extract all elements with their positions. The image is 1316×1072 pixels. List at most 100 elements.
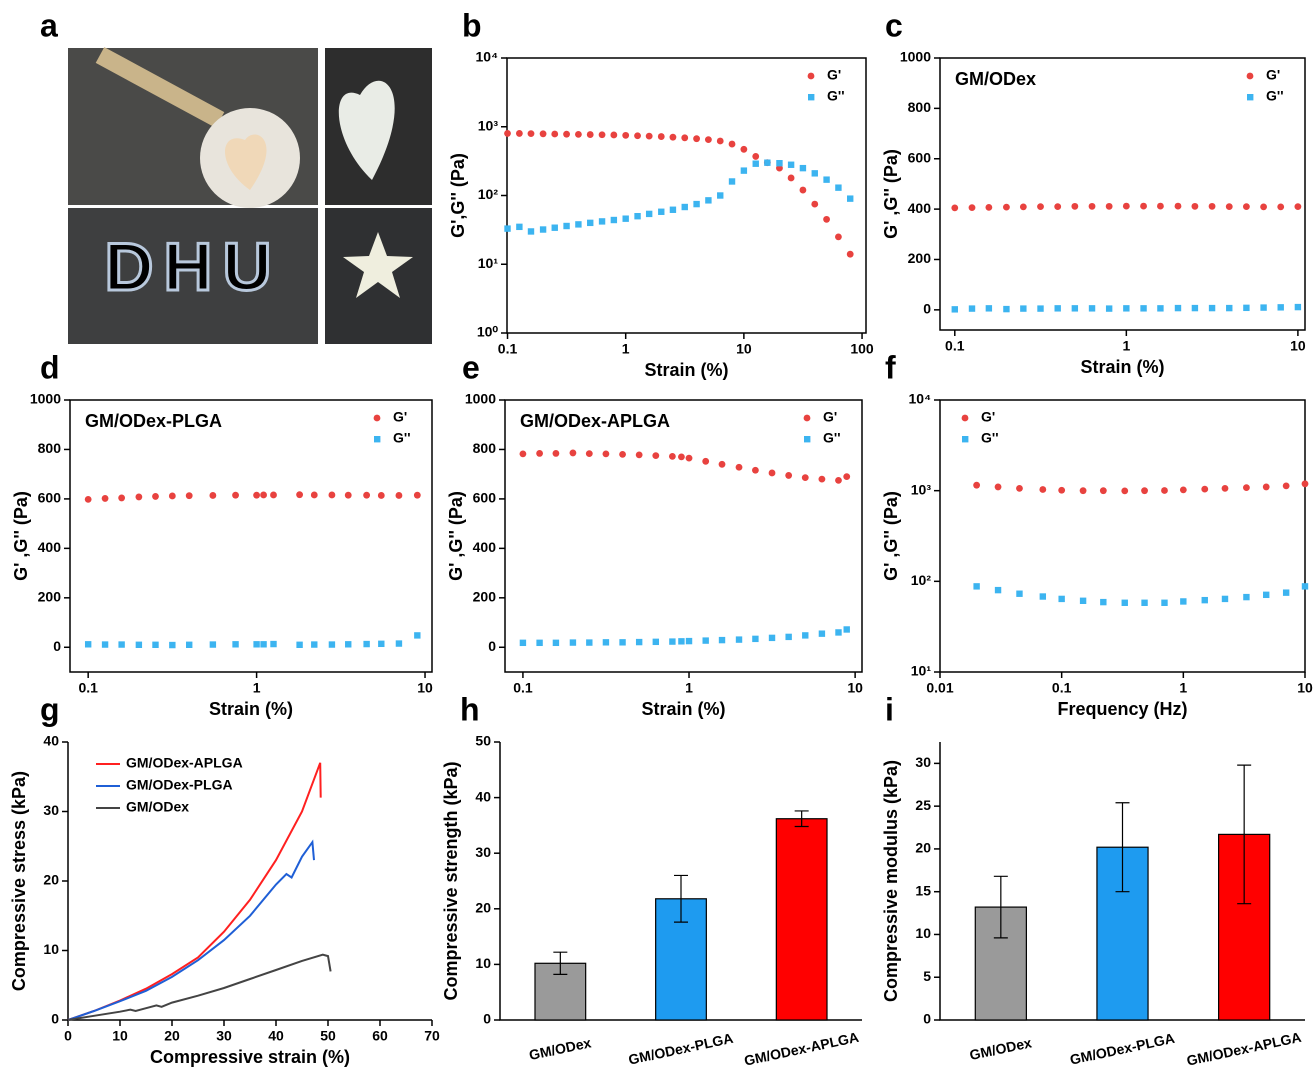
point [685, 454, 693, 462]
point [1243, 593, 1250, 601]
x-tick-label: 70 [424, 1028, 440, 1044]
y-tick-label: 10 [43, 941, 59, 957]
point [1301, 583, 1309, 590]
point [1243, 304, 1250, 312]
point [785, 472, 793, 479]
point [1180, 598, 1187, 605]
y-tick-label: 400 [473, 539, 497, 555]
point [270, 640, 277, 648]
y-tick-label: 40 [475, 788, 491, 804]
panel-label: i [885, 691, 894, 727]
point [1088, 202, 1096, 210]
point [311, 641, 318, 648]
y-tick-label: 15 [915, 882, 931, 898]
point [752, 160, 759, 167]
point [378, 640, 385, 648]
line [67, 839, 315, 1021]
legend-label: G' [827, 67, 841, 83]
point [685, 637, 693, 645]
point [152, 493, 159, 500]
y-tick-label: 800 [908, 99, 932, 115]
y-tick-label: 0 [53, 638, 61, 654]
point [118, 641, 125, 648]
panel-label: g [40, 691, 60, 727]
point [776, 164, 783, 172]
y-axis-title: Compressive strength (kPa) [441, 761, 461, 1000]
y-tick-label: 600 [473, 490, 497, 506]
heart-mold [225, 134, 267, 190]
point [846, 250, 854, 258]
point [1260, 304, 1267, 311]
point [973, 583, 980, 590]
point [363, 640, 370, 648]
chart-panel: h 0 10 20 30 40 50 Compressive strength (kPa) GM… [441, 691, 862, 1069]
point [209, 641, 217, 648]
point [168, 492, 176, 500]
point [1105, 305, 1113, 312]
y-axis-title: G' ,G'' (Pa) [446, 491, 466, 581]
y-tick-label: 10³ [478, 117, 499, 133]
point [552, 450, 560, 457]
point [1277, 203, 1285, 211]
point [1191, 202, 1199, 210]
point [634, 212, 641, 220]
y-tick-label: 20 [43, 872, 59, 888]
point [968, 204, 976, 212]
point [768, 634, 776, 642]
y-tick-label: 1000 [465, 391, 496, 407]
point [413, 491, 421, 499]
error-bar [674, 874, 688, 923]
star-gel [343, 232, 413, 298]
plot-frame [939, 399, 1306, 673]
point [818, 630, 826, 637]
y-tick-label: 10¹ [911, 663, 932, 679]
point [84, 641, 92, 648]
point [985, 305, 993, 312]
legend-label: G'' [981, 430, 999, 446]
x-tick-label: GM/ODex [528, 1034, 593, 1063]
x-tick-label: 10 [417, 680, 433, 696]
point [1088, 305, 1096, 312]
point [634, 132, 641, 140]
point [101, 641, 109, 648]
x-tick-label: 0.01 [926, 680, 953, 696]
point [1243, 484, 1250, 492]
point [619, 639, 626, 646]
x-tick-label: 60 [372, 1028, 388, 1044]
panel-label: b [462, 7, 482, 43]
x-tick-label: 10 [736, 341, 752, 357]
point [705, 197, 712, 204]
point [598, 218, 606, 225]
heart-gel [338, 80, 395, 180]
point [1179, 486, 1187, 494]
point [1263, 591, 1270, 599]
panel-label: f [885, 349, 896, 385]
x-tick-label: 50 [320, 1028, 336, 1044]
point [586, 131, 594, 138]
legend-marker [804, 436, 811, 443]
point [1079, 487, 1087, 495]
x-tick-label: 0.1 [78, 680, 98, 696]
y-tick-label: 10 [915, 925, 931, 941]
x-axis-title: Strain (%) [209, 699, 293, 719]
x-tick-label: GM/ODex-PLGA [627, 1030, 735, 1068]
y-tick-label: 25 [915, 797, 931, 813]
legend-label: G'' [393, 430, 411, 446]
x-axis-title: Frequency (Hz) [1057, 699, 1187, 719]
y-tick-label: 10⁰ [477, 324, 499, 340]
point [1020, 305, 1027, 312]
x-tick-label: 0.1 [945, 338, 965, 354]
legend-label: G' [393, 409, 407, 425]
point [835, 233, 842, 241]
point [1003, 203, 1010, 211]
point [1294, 303, 1302, 311]
point [186, 641, 193, 648]
point [575, 221, 582, 228]
y-tick-label: 0 [483, 1011, 491, 1027]
point [1039, 486, 1047, 493]
y-tick-label: 5 [923, 968, 931, 984]
y-tick-label: 0 [923, 301, 931, 317]
legend-marker [961, 414, 969, 422]
x-tick-label: 0.1 [498, 341, 518, 357]
y-axis-title: G',G'' (Pa) [448, 153, 468, 238]
